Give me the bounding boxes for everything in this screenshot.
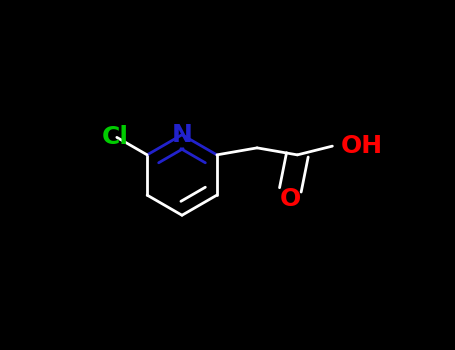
Text: O: O xyxy=(280,187,301,211)
Text: Cl: Cl xyxy=(101,125,129,149)
Text: N: N xyxy=(172,123,192,147)
Text: OH: OH xyxy=(341,134,383,158)
